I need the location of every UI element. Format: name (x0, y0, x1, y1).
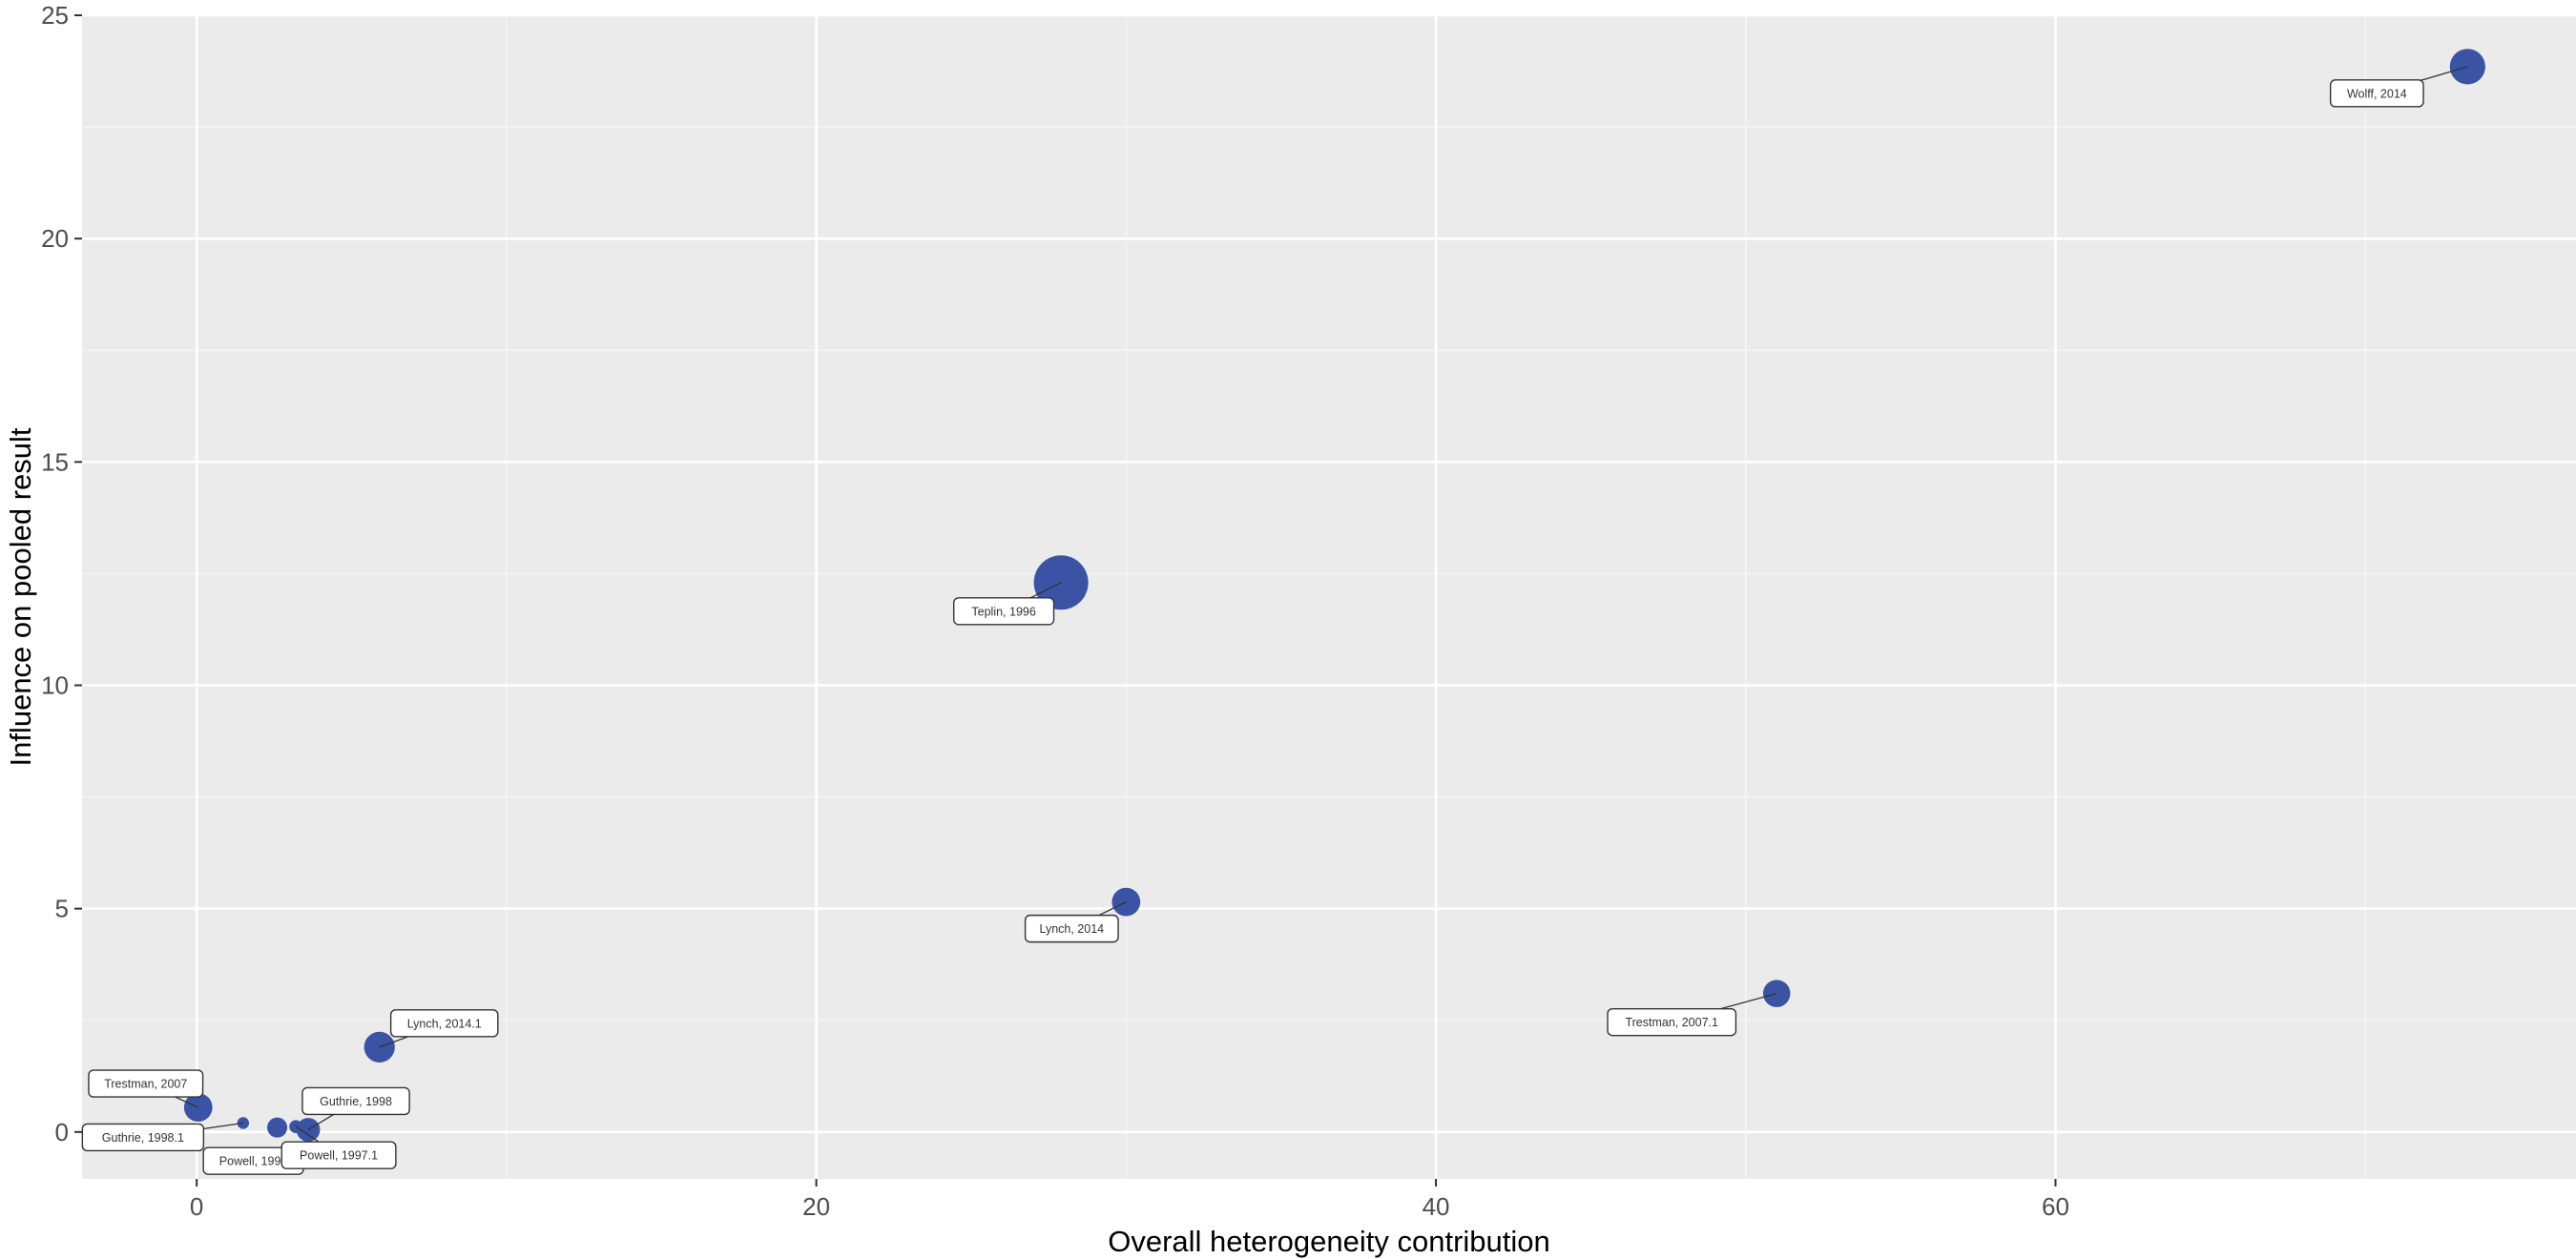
x-tick-label: 60 (2042, 1192, 2069, 1221)
point-label-box (301, 1086, 410, 1116)
point-label: Powell, 1997.1 (300, 1149, 378, 1163)
point-label-box (88, 1069, 204, 1098)
point-label-box (1024, 914, 1119, 943)
y-axis-title: Influence on pooled result (4, 427, 37, 766)
point-label: Powell, 1997 (219, 1155, 288, 1168)
point-label-box (389, 1009, 499, 1038)
point-label: Lynch, 2014.1 (407, 1017, 482, 1030)
point-label-box (81, 1123, 205, 1152)
y-axis-ticks: 0 5 10 15 20 25 (41, 1, 82, 1146)
point-label-box (1607, 1007, 1737, 1037)
data-point (267, 1117, 288, 1138)
y-tick-label: 0 (55, 1118, 69, 1146)
x-axis-ticks: 0 20 40 60 (190, 1179, 2069, 1221)
point-label-box (953, 597, 1055, 626)
point-label: Guthrie, 1998.1 (102, 1131, 184, 1145)
point-label: Guthrie, 1998 (320, 1095, 392, 1108)
y-tick-label: 20 (41, 224, 69, 253)
grid-major (82, 13, 2576, 1179)
point-labels: Wolff, 2014 Teplin, 1996 Lynch, 2014 Trestm… (81, 66, 2468, 1175)
data-points (183, 49, 2485, 1142)
point-label: Wolff, 2014 (2347, 87, 2407, 100)
point-label-box (2329, 79, 2424, 108)
point-label: Teplin, 1996 (971, 605, 1035, 618)
plot-panel (82, 15, 2576, 1179)
x-tick-label: 0 (190, 1192, 203, 1221)
point-label: Trestman, 2007.1 (1625, 1016, 1718, 1029)
y-tick-label: 15 (41, 447, 69, 476)
x-tick-label: 20 (802, 1192, 830, 1221)
point-label-box (280, 1141, 397, 1169)
point-label: Trestman, 2007 (104, 1078, 187, 1091)
y-tick-label: 10 (41, 671, 69, 699)
y-tick-label: 25 (41, 1, 69, 30)
x-axis-title: Overall heterogeneity contribution (1108, 1225, 1550, 1258)
point-label: Lynch, 2014 (1039, 922, 1104, 936)
x-tick-label: 40 (1423, 1192, 1450, 1221)
y-tick-label: 5 (55, 895, 69, 923)
